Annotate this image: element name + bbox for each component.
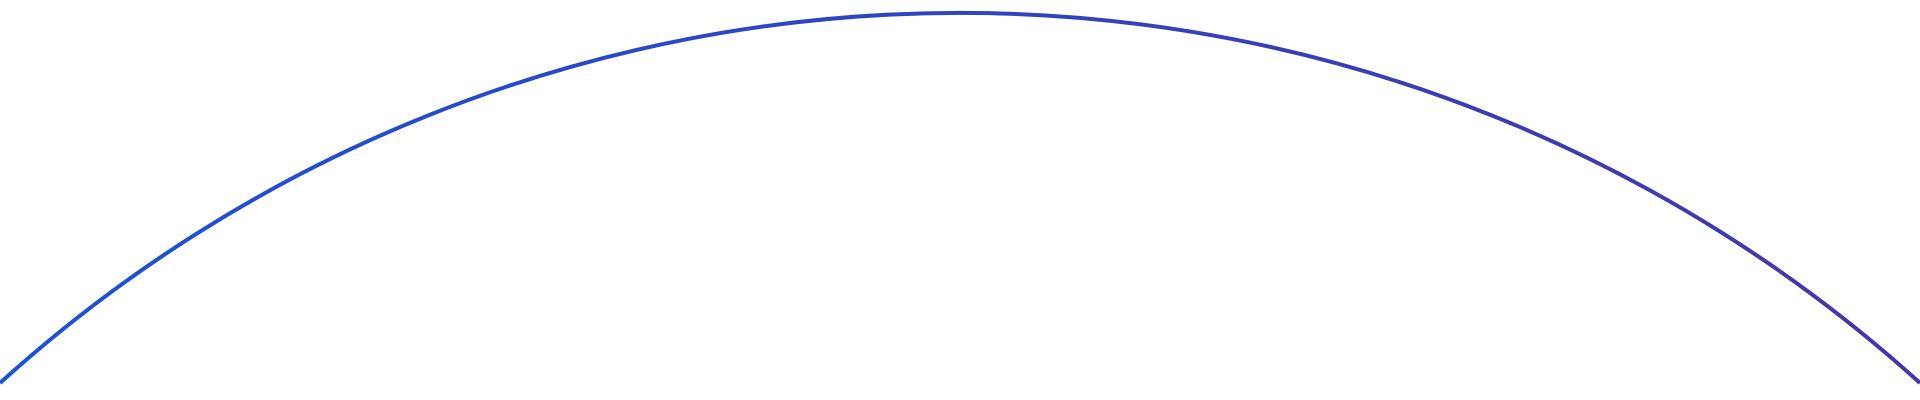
arc-stroke	[0, 10, 1920, 385]
